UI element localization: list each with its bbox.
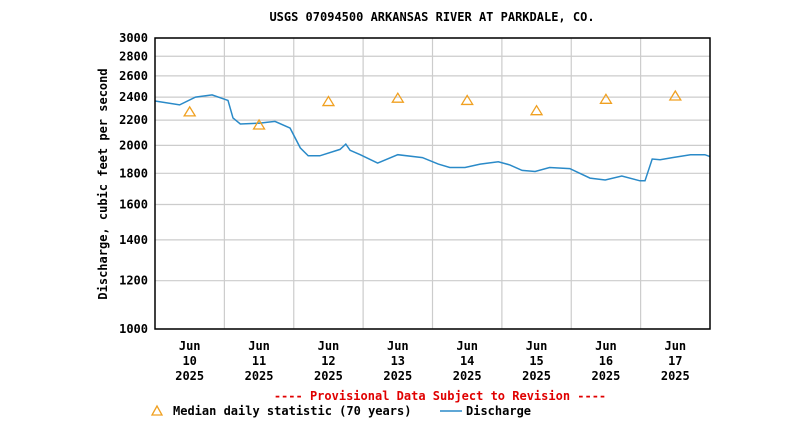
chart-title: USGS 07094500 ARKANSAS RIVER AT PARKDALE… xyxy=(269,10,594,24)
x-tick-month: Jun xyxy=(179,339,201,353)
discharge-line xyxy=(154,94,711,182)
x-tick-day: 15 xyxy=(529,354,543,368)
x-tick-year: 2025 xyxy=(661,369,690,383)
x-tick-month: Jun xyxy=(248,339,270,353)
legend-median-label: Median daily statistic (70 years) xyxy=(173,404,411,418)
y-tick-label: 1200 xyxy=(119,274,148,288)
y-tick-label: 3000 xyxy=(119,31,148,45)
x-tick-month: Jun xyxy=(595,339,617,353)
x-tick-year: 2025 xyxy=(314,369,343,383)
x-tick-day: 12 xyxy=(321,354,335,368)
x-tick-year: 2025 xyxy=(245,369,274,383)
x-tick-day: 16 xyxy=(599,354,613,368)
y-tick-label: 2600 xyxy=(119,69,148,83)
x-tick-month: Jun xyxy=(456,339,478,353)
y-tick-label: 1000 xyxy=(119,322,148,336)
y-axis-label: Discharge, cubic feet per second xyxy=(96,68,110,299)
median-triangle-point xyxy=(529,104,544,116)
median-triangle-point xyxy=(391,91,405,103)
y-tick-label: 1400 xyxy=(119,233,148,247)
median-triangle-point xyxy=(460,94,474,106)
legend-discharge-label: Discharge xyxy=(466,404,531,418)
y-tick-label: 2000 xyxy=(119,138,148,152)
x-tick-month: Jun xyxy=(526,339,548,353)
legend: Median daily statistic (70 years) Discha… xyxy=(150,404,531,418)
median-triangle-point xyxy=(252,118,266,130)
provisional-note: ---- Provisional Data Subject to Revisio… xyxy=(274,389,606,403)
x-tick-year: 2025 xyxy=(591,369,620,383)
grid xyxy=(155,37,710,330)
x-tick-day: 13 xyxy=(391,354,405,368)
x-tick-day: 11 xyxy=(252,354,266,368)
median-triangle-point xyxy=(183,105,197,117)
x-tick-month: Jun xyxy=(664,339,686,353)
y-tick-label: 2200 xyxy=(119,113,148,127)
y-tick-label: 1800 xyxy=(119,166,148,180)
x-tick-year: 2025 xyxy=(522,369,551,383)
x-tick-month: Jun xyxy=(318,339,340,353)
y-tick-label: 2800 xyxy=(119,49,148,63)
x-tick-year: 2025 xyxy=(383,369,412,383)
series-group xyxy=(154,89,711,182)
median-triangle-point xyxy=(599,93,613,104)
x-tick-day: 17 xyxy=(668,354,682,368)
y-tick-label: 2400 xyxy=(119,90,148,104)
median-triangle-point xyxy=(321,95,336,107)
y-tick-label: 1600 xyxy=(119,198,148,212)
x-tick-day: 10 xyxy=(182,354,196,368)
x-tick-day: 14 xyxy=(460,354,474,368)
plot-frame xyxy=(154,37,711,330)
y-axis-ticks: 1000 1200 1400 1600 1800 2000 2200 2400 2600 2800… xyxy=(119,31,148,336)
median-triangle-point xyxy=(668,89,682,101)
x-tick-month: Jun xyxy=(387,339,409,353)
x-tick-year: 2025 xyxy=(453,369,482,383)
x-tick-year: 2025 xyxy=(175,369,204,383)
legend-median-triangle-icon xyxy=(150,404,164,416)
x-axis-ticks: Jun102025Jun112025Jun122025Jun132025Jun1… xyxy=(175,339,690,383)
